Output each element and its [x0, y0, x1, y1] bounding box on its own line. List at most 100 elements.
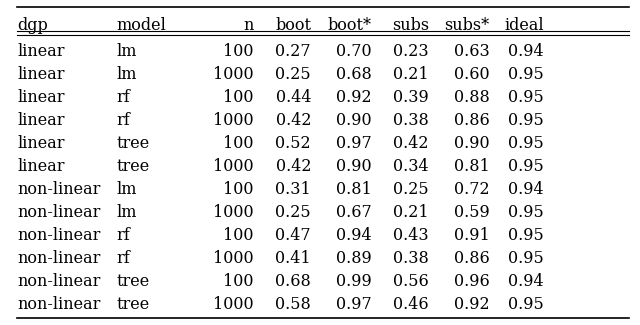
Text: non-linear: non-linear — [17, 204, 100, 221]
Text: rf: rf — [116, 89, 130, 106]
Text: 1000: 1000 — [213, 295, 253, 313]
Text: 0.95: 0.95 — [508, 227, 543, 244]
Text: 100: 100 — [223, 43, 253, 60]
Text: 0.90: 0.90 — [336, 112, 372, 129]
Text: 1000: 1000 — [213, 66, 253, 83]
Text: 0.68: 0.68 — [336, 66, 372, 83]
Text: boot*: boot* — [328, 17, 372, 34]
Text: lm: lm — [116, 66, 136, 83]
Text: 0.46: 0.46 — [394, 295, 429, 313]
Text: 0.47: 0.47 — [275, 227, 311, 244]
Text: linear: linear — [17, 66, 65, 83]
Text: 100: 100 — [223, 135, 253, 152]
Text: rf: rf — [116, 227, 130, 244]
Text: 0.63: 0.63 — [454, 43, 490, 60]
Text: 0.42: 0.42 — [276, 158, 311, 175]
Text: 0.67: 0.67 — [336, 204, 372, 221]
Text: rf: rf — [116, 250, 130, 266]
Text: 0.23: 0.23 — [394, 43, 429, 60]
Text: 0.88: 0.88 — [454, 89, 490, 106]
Text: 100: 100 — [223, 89, 253, 106]
Text: tree: tree — [116, 295, 149, 313]
Text: 0.38: 0.38 — [393, 250, 429, 266]
Text: 0.21: 0.21 — [394, 204, 429, 221]
Text: non-linear: non-linear — [17, 295, 100, 313]
Text: 0.99: 0.99 — [336, 273, 372, 290]
Text: 0.58: 0.58 — [275, 295, 311, 313]
Text: 0.95: 0.95 — [508, 158, 543, 175]
Text: 0.94: 0.94 — [508, 43, 543, 60]
Text: linear: linear — [17, 89, 65, 106]
Text: 0.96: 0.96 — [454, 273, 490, 290]
Text: 0.52: 0.52 — [275, 135, 311, 152]
Text: 0.34: 0.34 — [394, 158, 429, 175]
Text: model: model — [116, 17, 166, 34]
Text: 0.92: 0.92 — [336, 89, 372, 106]
Text: rf: rf — [116, 112, 130, 129]
Text: 0.25: 0.25 — [275, 204, 311, 221]
Text: 0.72: 0.72 — [454, 181, 490, 198]
Text: 0.86: 0.86 — [454, 112, 490, 129]
Text: 0.41: 0.41 — [275, 250, 311, 266]
Text: 0.89: 0.89 — [336, 250, 372, 266]
Text: tree: tree — [116, 135, 149, 152]
Text: 0.38: 0.38 — [393, 112, 429, 129]
Text: 0.90: 0.90 — [336, 158, 372, 175]
Text: 0.92: 0.92 — [454, 295, 490, 313]
Text: lm: lm — [116, 204, 136, 221]
Text: 0.42: 0.42 — [394, 135, 429, 152]
Text: dgp: dgp — [17, 17, 48, 34]
Text: subs*: subs* — [444, 17, 490, 34]
Text: 0.97: 0.97 — [336, 295, 372, 313]
Text: 0.94: 0.94 — [508, 273, 543, 290]
Text: 0.25: 0.25 — [275, 66, 311, 83]
Text: lm: lm — [116, 181, 136, 198]
Text: non-linear: non-linear — [17, 273, 100, 290]
Text: 0.95: 0.95 — [508, 89, 543, 106]
Text: 1000: 1000 — [213, 158, 253, 175]
Text: 0.25: 0.25 — [394, 181, 429, 198]
Text: tree: tree — [116, 158, 149, 175]
Text: 0.56: 0.56 — [393, 273, 429, 290]
Text: ideal: ideal — [504, 17, 543, 34]
Text: 0.21: 0.21 — [394, 66, 429, 83]
Text: non-linear: non-linear — [17, 227, 100, 244]
Text: 0.95: 0.95 — [508, 135, 543, 152]
Text: linear: linear — [17, 112, 65, 129]
Text: boot: boot — [275, 17, 311, 34]
Text: linear: linear — [17, 43, 65, 60]
Text: 0.27: 0.27 — [275, 43, 311, 60]
Text: non-linear: non-linear — [17, 181, 100, 198]
Text: 0.68: 0.68 — [275, 273, 311, 290]
Text: 0.90: 0.90 — [454, 135, 490, 152]
Text: n: n — [243, 17, 253, 34]
Text: 1000: 1000 — [213, 112, 253, 129]
Text: 0.95: 0.95 — [508, 295, 543, 313]
Text: 100: 100 — [223, 181, 253, 198]
Text: 0.94: 0.94 — [336, 227, 372, 244]
Text: non-linear: non-linear — [17, 250, 100, 266]
Text: 0.39: 0.39 — [393, 89, 429, 106]
Text: 0.94: 0.94 — [508, 181, 543, 198]
Text: linear: linear — [17, 158, 65, 175]
Text: subs: subs — [392, 17, 429, 34]
Text: 0.59: 0.59 — [454, 204, 490, 221]
Text: lm: lm — [116, 43, 136, 60]
Text: 0.95: 0.95 — [508, 250, 543, 266]
Text: 0.44: 0.44 — [276, 89, 311, 106]
Text: 0.95: 0.95 — [508, 204, 543, 221]
Text: 0.91: 0.91 — [454, 227, 490, 244]
Text: 0.95: 0.95 — [508, 112, 543, 129]
Text: 100: 100 — [223, 273, 253, 290]
Text: linear: linear — [17, 135, 65, 152]
Text: 0.31: 0.31 — [275, 181, 311, 198]
Text: 100: 100 — [223, 227, 253, 244]
Text: 0.70: 0.70 — [336, 43, 372, 60]
Text: tree: tree — [116, 273, 149, 290]
Text: 0.95: 0.95 — [508, 66, 543, 83]
Text: 0.60: 0.60 — [454, 66, 490, 83]
Text: 0.86: 0.86 — [454, 250, 490, 266]
Text: 1000: 1000 — [213, 250, 253, 266]
Text: 0.42: 0.42 — [276, 112, 311, 129]
Text: 0.97: 0.97 — [336, 135, 372, 152]
